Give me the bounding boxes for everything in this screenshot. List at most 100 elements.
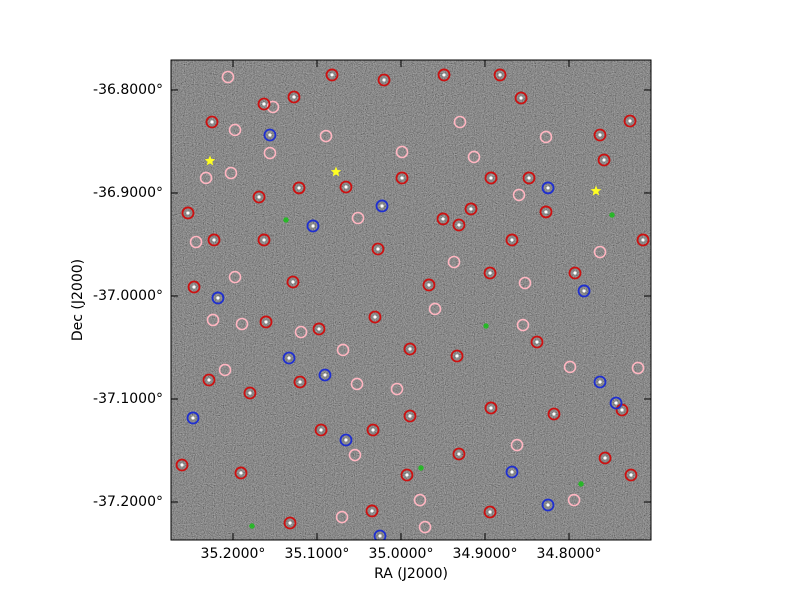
source-core — [297, 186, 301, 190]
source-ring — [350, 377, 364, 391]
source — [368, 310, 382, 324]
source-ring — [373, 529, 387, 540]
y-tick-label: -37.2000° — [93, 494, 163, 510]
source-ring — [522, 171, 536, 185]
source-ring — [623, 114, 637, 128]
sources — [175, 68, 650, 540]
source-ring — [234, 466, 248, 480]
source-core — [441, 217, 445, 221]
source-core — [488, 271, 492, 275]
source-ring — [314, 423, 328, 437]
source-ring — [541, 498, 555, 512]
source — [202, 373, 216, 387]
source-core — [319, 428, 323, 432]
source — [483, 266, 497, 280]
source-ring — [335, 510, 349, 524]
source-ring — [436, 212, 450, 226]
source — [541, 498, 555, 512]
source-ring — [395, 171, 409, 185]
source-ring — [516, 318, 530, 332]
plot-frame — [170, 59, 652, 541]
source-core — [598, 133, 602, 137]
source-ring — [403, 409, 417, 423]
source — [186, 411, 200, 425]
source — [547, 407, 561, 421]
source — [609, 396, 623, 410]
source-ring — [228, 123, 242, 137]
source — [181, 206, 195, 220]
source-ring — [283, 516, 297, 530]
source — [283, 516, 297, 530]
source-ring — [348, 448, 362, 462]
source-ring — [400, 468, 414, 482]
source — [568, 266, 582, 280]
source-ring — [339, 180, 353, 194]
source-core — [489, 176, 493, 180]
source-core — [344, 185, 348, 189]
source-core — [344, 438, 348, 442]
source-ring — [294, 325, 308, 339]
source-ring — [450, 349, 464, 363]
source — [234, 466, 248, 480]
source — [452, 218, 466, 232]
source-ring — [395, 145, 409, 159]
source-ring — [351, 211, 365, 225]
source-ring — [224, 166, 238, 180]
source-ring — [175, 458, 189, 472]
source-ring — [235, 317, 249, 331]
source-core — [535, 340, 539, 344]
source — [207, 233, 221, 247]
source-ring — [243, 386, 257, 400]
source-ring — [464, 202, 478, 216]
source — [366, 423, 380, 437]
source-ring — [567, 493, 581, 507]
source — [377, 73, 391, 87]
source-ring — [181, 206, 195, 220]
y-tick-label: -37.1000° — [93, 391, 163, 407]
source-core — [180, 463, 184, 467]
source-core — [262, 102, 266, 106]
source — [514, 91, 528, 105]
source-core — [573, 271, 577, 275]
y-tick-label: -36.9000° — [93, 185, 163, 201]
source-ring — [293, 375, 307, 389]
source-ring — [263, 128, 277, 142]
source — [314, 423, 328, 437]
source-ring — [514, 91, 528, 105]
source-core — [469, 207, 473, 211]
source-core — [544, 210, 548, 214]
source-star — [204, 155, 216, 166]
source-core — [629, 473, 633, 477]
source-ring — [624, 468, 638, 482]
y-axis-label: Dec (J2000) — [70, 259, 86, 341]
source — [484, 401, 498, 415]
source — [577, 284, 591, 298]
source — [484, 171, 498, 185]
source-ring — [292, 181, 306, 195]
source-core — [298, 380, 302, 384]
source-core — [614, 401, 618, 405]
source-ring — [318, 368, 332, 382]
source — [375, 199, 389, 213]
source-core — [291, 280, 295, 284]
source — [312, 322, 326, 336]
source-ring — [339, 433, 353, 447]
source-ring — [207, 233, 221, 247]
source-core — [287, 356, 291, 360]
sky-noise — [171, 60, 651, 540]
source-ring — [518, 276, 532, 290]
source — [539, 205, 553, 219]
source-core — [330, 73, 334, 77]
source-ring — [189, 235, 203, 249]
x-tick-label: 34.8000° — [537, 546, 602, 562]
source-ring — [539, 205, 553, 219]
source — [436, 212, 450, 226]
source — [395, 171, 409, 185]
source-cross — [417, 465, 424, 471]
source — [452, 447, 466, 461]
source-ring — [541, 181, 555, 195]
source-ring — [286, 275, 300, 289]
source — [325, 68, 339, 82]
source-core — [641, 238, 645, 242]
